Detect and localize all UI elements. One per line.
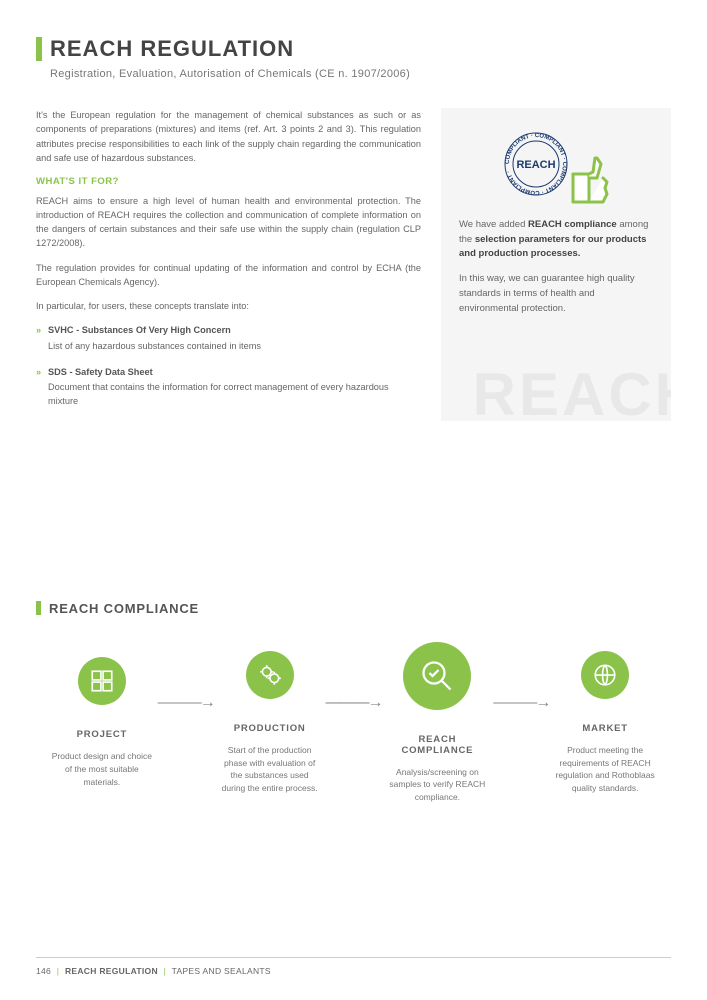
list-item: SVHC - Substances Of Very High Concern L… <box>36 323 421 353</box>
intro-paragraph: It's the European regulation for the man… <box>36 108 421 165</box>
stamp-icon: COMPLIANT · COMPLIANT · COMPLIANT · COMP… <box>501 124 611 204</box>
compliance-heading: REACH COMPLIANCE <box>49 601 199 616</box>
compliance-flow: PROJECT Product design and choice of the… <box>36 642 671 804</box>
step-project: PROJECT Product design and choice of the… <box>46 657 158 788</box>
step-desc: Product design and choice of the most su… <box>46 750 158 788</box>
whatsitfor-p2: The regulation provides for continual up… <box>36 261 421 290</box>
sidebar-p1: We have added REACH compliance among the… <box>459 218 653 262</box>
sidebar-box: COMPLIANT · COMPLIANT · COMPLIANT · COMP… <box>441 108 671 421</box>
step-title: MARKET <box>582 723 627 734</box>
step-desc: Product meeting the requirements of REAC… <box>549 744 661 795</box>
footer-sep: | <box>164 966 167 976</box>
arrow-icon: ———→ <box>158 694 214 712</box>
arrow-icon: ———→ <box>326 694 382 712</box>
step-title: PROJECT <box>77 729 127 740</box>
main-body: It's the European regulation for the man… <box>36 108 421 421</box>
list-item: SDS - Safety Data Sheet Document that co… <box>36 365 421 409</box>
market-icon <box>581 651 629 699</box>
item-title: SVHC - Substances Of Very High Concern <box>48 323 421 337</box>
concepts-list: SVHC - Substances Of Very High Concern L… <box>36 323 421 408</box>
item-title: SDS - Safety Data Sheet <box>48 365 421 379</box>
step-desc: Start of the production phase with evalu… <box>214 744 326 795</box>
whatsitfor-p1: REACH aims to ensure a high level of hum… <box>36 194 421 251</box>
arrow-icon: ———→ <box>493 694 549 712</box>
footer-sep: | <box>57 966 60 976</box>
item-desc: List of any hazardous substances contain… <box>48 339 421 353</box>
page-subtitle: Registration, Evaluation, Autorisation o… <box>50 68 671 80</box>
whatsitfor-heading: WHAT'S IT FOR? <box>36 175 421 190</box>
step-desc: Analysis/screening on samples to verify … <box>382 766 494 804</box>
production-icon <box>246 651 294 699</box>
page-footer: 146 | REACH REGULATION | TAPES AND SEALA… <box>36 957 671 976</box>
svg-text:REACH: REACH <box>516 159 555 171</box>
title-accent <box>36 37 42 61</box>
footer-section: REACH REGULATION <box>65 966 158 976</box>
step-title: REACH COMPLIANCE <box>382 734 494 756</box>
sidebar-p2: In this way, we can guarantee high quali… <box>459 272 653 316</box>
step-title: PRODUCTION <box>234 723 306 734</box>
whatsitfor-p3: In particular, for users, these concepts… <box>36 299 421 313</box>
page-title: REACH REGULATION <box>50 36 294 62</box>
footer-category: TAPES AND SEALANTS <box>172 966 271 976</box>
step-compliance: REACH COMPLIANCE Analysis/screening on s… <box>382 642 494 804</box>
step-market: MARKET Product meeting the requirements … <box>549 651 661 795</box>
step-production: PRODUCTION Start of the production phase… <box>214 651 326 795</box>
compliance-icon <box>403 642 471 710</box>
page-number: 146 <box>36 966 51 976</box>
section-accent <box>36 601 41 615</box>
sidebar-watermark: REACH <box>473 348 671 421</box>
reach-stamp: COMPLIANT · COMPLIANT · COMPLIANT · COMP… <box>459 124 653 204</box>
project-icon <box>78 657 126 705</box>
item-desc: Document that contains the information f… <box>48 380 421 409</box>
